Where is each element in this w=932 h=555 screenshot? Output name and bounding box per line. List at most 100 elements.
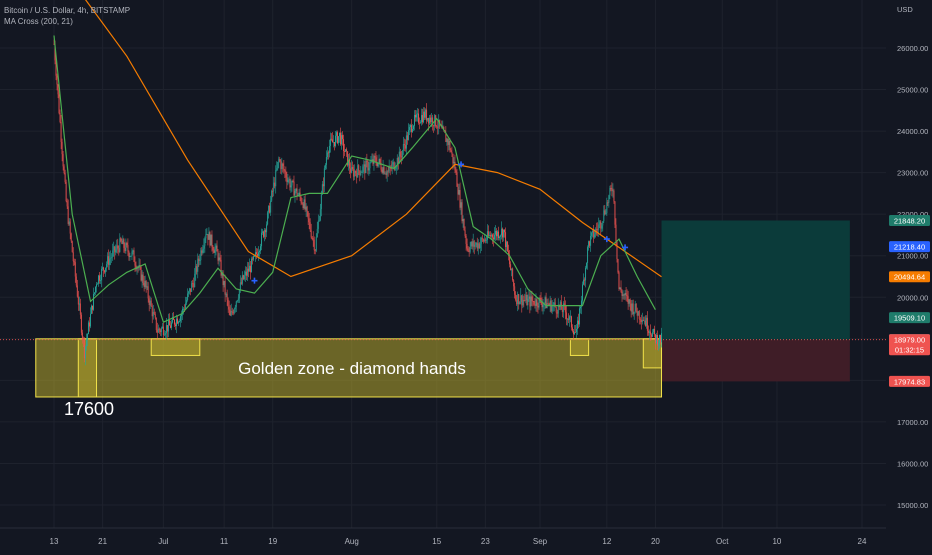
candle-body: [316, 228, 318, 238]
candle-body: [542, 304, 544, 308]
candle-body: [184, 308, 186, 310]
candle-body: [195, 266, 197, 274]
golden-zone[interactable]: [35, 338, 663, 398]
candle-body: [160, 328, 162, 333]
candle-body: [600, 221, 602, 229]
candle-body: [175, 324, 176, 327]
candle-body: [67, 206, 69, 224]
candle-body: [356, 173, 358, 178]
candle-body: [181, 314, 183, 317]
candle-body: [242, 275, 244, 280]
candle-body: [230, 311, 232, 316]
candle-body: [339, 132, 340, 137]
candle-body: [111, 256, 113, 258]
zone-highlight[interactable]: [642, 338, 663, 369]
candle-body: [307, 211, 309, 219]
candle-body: [61, 141, 63, 155]
price-tag: [889, 375, 930, 387]
zone-highlight[interactable]: [569, 338, 590, 356]
candle-body: [624, 293, 626, 296]
candle-body: [320, 194, 322, 210]
candle-body: [514, 286, 516, 295]
candle-body: [131, 251, 133, 256]
candle-body: [407, 130, 409, 140]
candle-body: [401, 150, 403, 158]
candle-body: [281, 163, 283, 170]
candle-body: [97, 283, 98, 285]
candle-body: [374, 156, 376, 158]
candle-body: [248, 265, 250, 272]
candle-body: [271, 190, 273, 201]
candle-body: [470, 241, 472, 247]
candle-body: [536, 299, 538, 307]
candle-body: [567, 318, 569, 320]
zone-highlight[interactable]: [150, 338, 201, 356]
candle-body: [68, 221, 70, 224]
candle-body: [473, 241, 475, 247]
price-tag: [889, 271, 930, 283]
candle-body: [520, 295, 522, 302]
candle-body: [462, 219, 464, 222]
candle-body: [366, 160, 368, 162]
target-zone[interactable]: [661, 220, 850, 340]
candle-body: [447, 139, 449, 145]
candle-body: [318, 220, 320, 222]
candle-body: [302, 203, 304, 209]
candle-body: [288, 179, 290, 181]
candle-body: [535, 299, 537, 306]
candle-body: [572, 330, 574, 335]
candle-body: [634, 303, 636, 312]
candle-body: [147, 286, 149, 299]
candle-body: [474, 244, 476, 247]
price-tick-label: 15000.00: [897, 501, 928, 510]
candle-body: [477, 243, 479, 249]
candle-body: [60, 121, 62, 142]
stop-zone[interactable]: [661, 339, 850, 382]
candle-body: [132, 250, 134, 252]
candle-body: [290, 185, 292, 188]
candle-body: [565, 312, 567, 319]
candle-body: [524, 300, 526, 301]
candle-body: [223, 280, 225, 286]
candle-body: [431, 117, 433, 123]
candle-body: [515, 294, 517, 300]
candle-body: [84, 346, 86, 358]
ma-200-line: [84, 0, 662, 278]
candle-body: [91, 305, 92, 314]
candle-body: [650, 334, 652, 337]
candle-body: [547, 303, 549, 305]
candle-body: [190, 288, 192, 292]
candle-body: [127, 245, 129, 252]
candle-body: [222, 272, 224, 286]
candle-body: [566, 318, 568, 320]
candle-body: [385, 173, 387, 175]
candle-body: [443, 126, 445, 131]
candle-body: [412, 125, 414, 129]
candle-body: [182, 308, 184, 315]
candle-body: [176, 318, 177, 327]
price-tick-label: 24000.00: [897, 127, 928, 136]
candle-body: [209, 232, 211, 246]
candle-body: [113, 246, 115, 251]
candle-body: [218, 257, 220, 261]
candle-body: [304, 199, 306, 210]
candle-body: [174, 319, 175, 325]
candle-body: [510, 264, 512, 271]
candle-body: [340, 132, 341, 145]
candle-body: [496, 230, 497, 237]
candle-body: [652, 328, 654, 333]
candle-body: [258, 252, 259, 256]
candle-body: [468, 250, 470, 252]
candle-body: [376, 161, 378, 167]
candle-body: [483, 239, 485, 242]
candle-body: [208, 232, 210, 240]
golden-zone-label: Golden zone - diamond hands: [238, 359, 466, 378]
candle-body: [658, 343, 659, 346]
candle-body: [150, 300, 152, 307]
candle-body: [165, 325, 167, 334]
candle-body: [452, 153, 454, 164]
candle-body: [63, 166, 65, 174]
zone-highlight[interactable]: [77, 338, 98, 398]
